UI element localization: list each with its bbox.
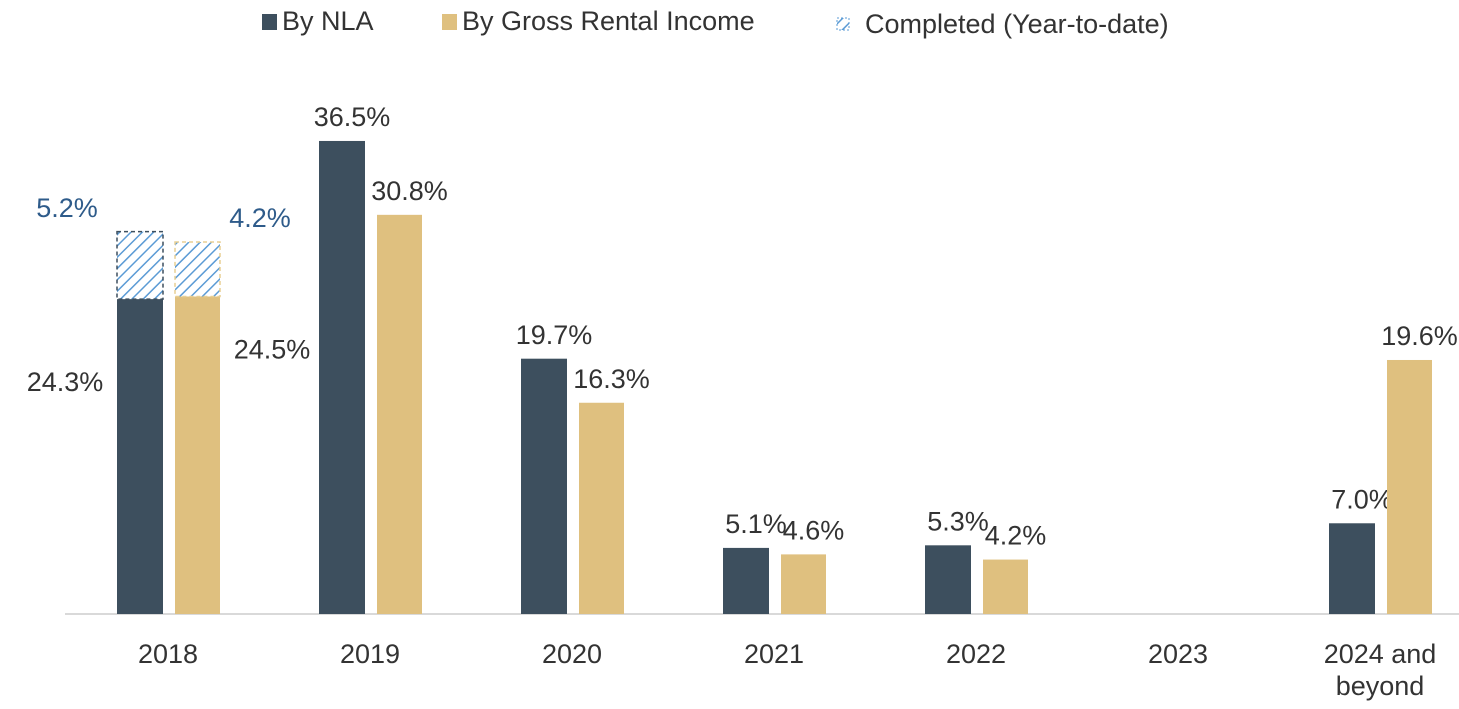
value-label: 19.7%: [516, 320, 593, 350]
bar: [781, 554, 826, 614]
bar: [1329, 523, 1375, 614]
legend-label: Completed (Year-to-date): [865, 9, 1169, 39]
legend-swatch: [262, 14, 277, 30]
x-tick-label: 2018: [137, 639, 199, 669]
value-label: 24.5%: [234, 335, 311, 365]
value-label: 30.8%: [371, 176, 448, 206]
legend-swatch: [836, 17, 850, 31]
x-tick-label: 2021: [743, 639, 805, 669]
bar: [1387, 359, 1432, 614]
bar: [925, 545, 971, 614]
value-label: 5.3%: [927, 506, 989, 536]
legend-swatch: [442, 14, 457, 30]
value-label: 24.3%: [27, 367, 104, 397]
x-tick-label: 2024 and beyond: [1323, 639, 1437, 701]
x-tick-label: 2020: [541, 639, 603, 669]
bar: [117, 299, 163, 614]
completed-label: 5.2%: [36, 193, 98, 223]
completed-bar: [116, 230, 164, 300]
completed-bar: [174, 241, 221, 298]
value-label: 7.0%: [1331, 484, 1393, 514]
x-tick-label: 2019: [339, 639, 401, 669]
x-tick-label: 2023: [1147, 639, 1209, 669]
value-label: 5.1%: [725, 509, 787, 539]
value-label: 4.6%: [783, 516, 845, 546]
bar: [521, 358, 567, 614]
bar: [175, 296, 220, 614]
legend-label: By NLA: [282, 6, 374, 36]
completed-label: 4.2%: [229, 203, 291, 233]
x-tick-label: 2022: [945, 639, 1007, 669]
value-label: 36.5%: [314, 102, 391, 132]
bar: [723, 547, 769, 614]
bar: [319, 140, 365, 614]
value-label: 16.3%: [573, 364, 650, 394]
bar: [377, 214, 422, 614]
bar: [983, 559, 1028, 614]
value-label: 4.2%: [985, 521, 1047, 551]
legend-label: By Gross Rental Income: [462, 6, 755, 36]
bar: [579, 402, 624, 614]
value-label: 19.6%: [1381, 321, 1458, 351]
